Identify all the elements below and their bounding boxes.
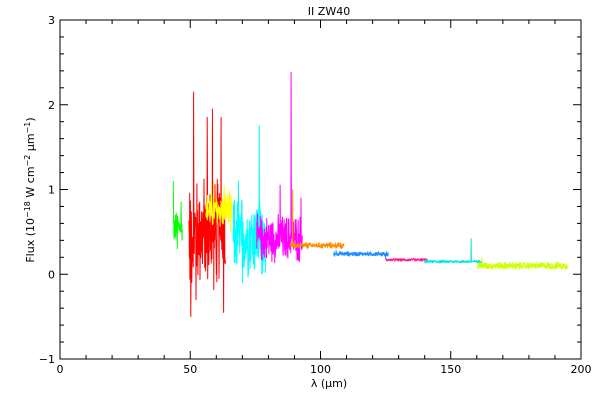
- spectrum-series-10: [476, 257, 569, 271]
- y-tick-label: −1: [39, 353, 55, 366]
- spectrum-series-5: [256, 72, 303, 264]
- spectrum-series-2: [188, 91, 226, 318]
- chart-title: II ZW40: [308, 5, 350, 18]
- x-tick-label: 200: [571, 363, 592, 376]
- spectrum-series-6: [290, 189, 345, 250]
- spectrum-series-4: [232, 125, 267, 284]
- x-tick-label: 100: [310, 363, 331, 376]
- series-layer: [172, 72, 569, 318]
- spectrum-series-1: [172, 180, 183, 250]
- spectrum-series-9: [424, 238, 483, 264]
- spectrum-series-8: [385, 257, 428, 262]
- y-tick-label: 3: [48, 14, 55, 27]
- x-tick-label: 0: [57, 363, 64, 376]
- spectrum-series-3: [205, 180, 233, 233]
- plot-frame: [59, 19, 582, 360]
- x-tick-label: 50: [183, 363, 197, 376]
- spectrum-series-7: [333, 250, 389, 260]
- y-tick-label: 2: [48, 99, 55, 112]
- x-axis-label: λ (μm): [311, 377, 347, 390]
- y-tick-label: 0: [48, 268, 55, 281]
- x-tick-label: 150: [440, 363, 461, 376]
- y-tick-label: 1: [48, 184, 55, 197]
- y-axis-label: Flux (10−18 W cm−2 μm−1): [23, 117, 38, 262]
